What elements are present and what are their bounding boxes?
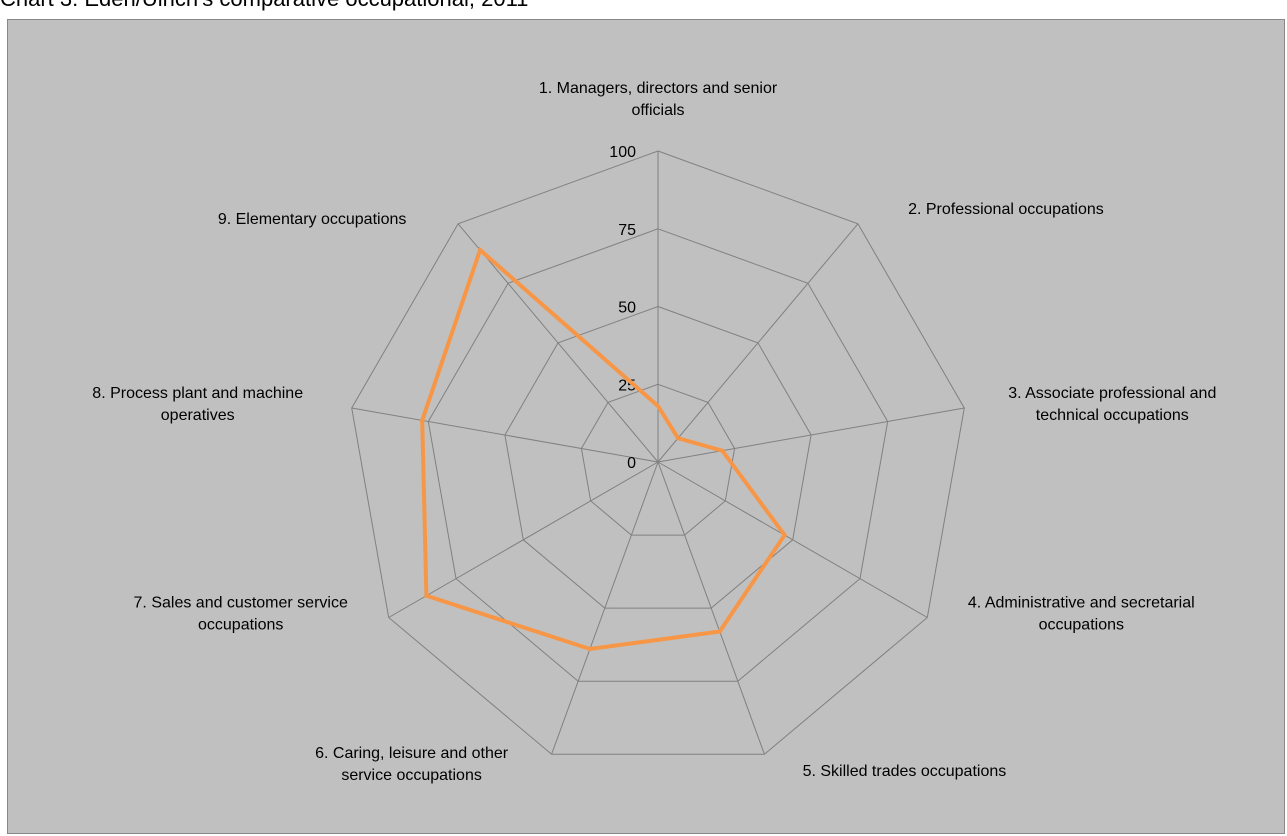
data-point (587, 647, 592, 651)
category-label-line: 9. Elementary occupations (218, 211, 407, 228)
data-point (676, 436, 680, 441)
category-labels: 1. Managers, directors and senior officia… (92, 80, 1216, 784)
category-label-line: 1. Managers, directors and senior (539, 80, 778, 97)
grid-spoke (657, 461, 928, 618)
category-label: 3. Associate professional and technical o… (1008, 385, 1216, 424)
grid-spoke (457, 223, 659, 463)
category-label: 6. Caring, leisure and other service occu… (315, 745, 509, 784)
category-label-line: occupations (198, 617, 283, 634)
radial-tick-label: 0 (627, 455, 636, 472)
grid-spoke (351, 407, 659, 463)
grid-spoke (551, 461, 659, 755)
radial-tick-label: 50 (618, 300, 636, 317)
grid-spoke (657, 223, 859, 463)
data-point (782, 533, 787, 538)
category-label-line: 8. Process plant and machine (92, 385, 303, 402)
grid-spoke (657, 407, 965, 463)
grid-spoke (657, 461, 765, 755)
grid-ring (351, 150, 965, 755)
radar-grid (351, 150, 965, 755)
chart-area (7, 19, 1285, 834)
category-label-line: operatives (161, 407, 235, 424)
data-point (656, 404, 660, 408)
category-label-line: 3. Associate professional and (1008, 385, 1216, 402)
series-layer (420, 246, 788, 652)
data-point (720, 448, 725, 453)
category-label-line: 5. Skilled trades occupations (803, 763, 1007, 780)
category-label-line: 4. Administrative and secretarial (968, 595, 1195, 612)
grid-ring (580, 383, 736, 536)
data-point (420, 418, 425, 423)
grid-ring (427, 228, 889, 682)
category-label-line: service occupations (341, 767, 482, 784)
chart-title: Chart 3: Eden/Ulrich's comparative occup… (0, 0, 528, 12)
category-label-line: 2. Professional occupations (908, 201, 1104, 218)
category-label-line: technical occupations (1036, 407, 1189, 424)
category-label-line: 7. Sales and customer service (134, 595, 348, 612)
category-label: 7. Sales and customer service occupations (134, 595, 348, 634)
grid-ring (504, 305, 812, 609)
category-label: 9. Elementary occupations (218, 211, 407, 228)
data-point (424, 593, 429, 598)
radial-tick-label: 100 (609, 144, 636, 161)
series-line (420, 246, 788, 652)
data-point (717, 629, 722, 634)
data-point (478, 248, 483, 252)
category-label: 1. Managers, directors and senior officia… (539, 80, 778, 119)
category-label-line: officials (631, 102, 684, 119)
category-label: 2. Professional occupations (908, 201, 1104, 218)
grid-spoke (388, 461, 659, 618)
category-label: 8. Process plant and machine operatives (92, 385, 303, 424)
category-label-line: 6. Caring, leisure and other (315, 745, 509, 762)
radial-tick-label: 75 (618, 222, 636, 239)
category-label: 5. Skilled trades occupations (803, 763, 1007, 780)
category-label-line: occupations (1039, 617, 1124, 634)
category-label: 4. Administrative and secretarial occupat… (968, 595, 1195, 634)
